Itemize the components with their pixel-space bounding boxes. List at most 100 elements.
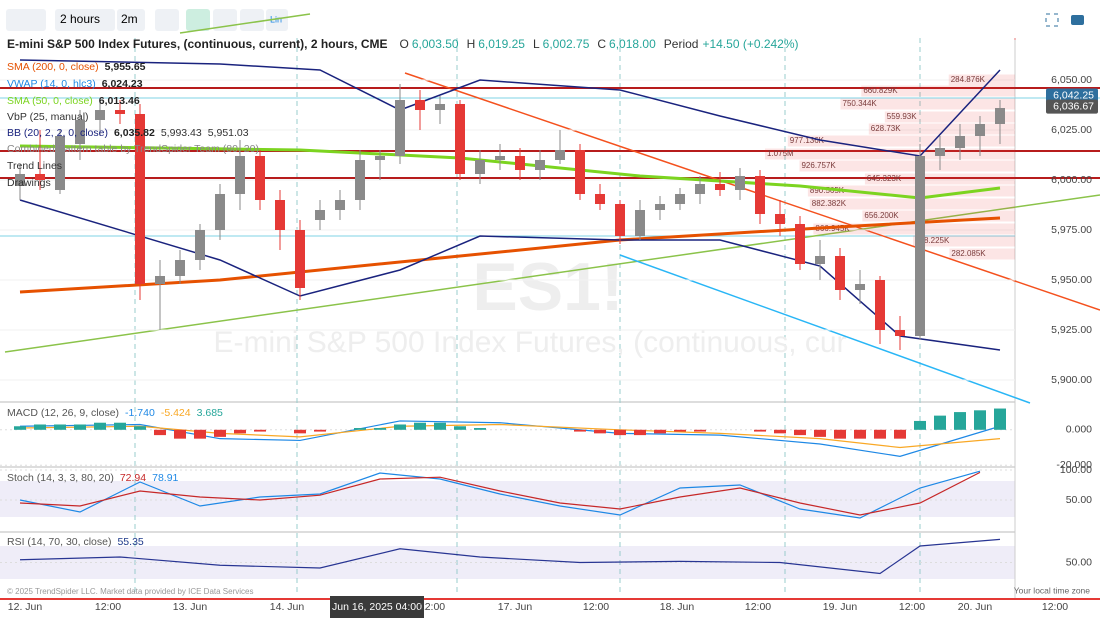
legend-label: Drawings <box>7 177 51 189</box>
macd-bar <box>814 429 826 437</box>
candle-body <box>575 150 585 194</box>
volume-label: 282.085K <box>951 249 986 258</box>
x-tick-label: 12:00 <box>1042 601 1068 613</box>
time-axis-line <box>0 598 1100 600</box>
candle-body <box>35 174 45 180</box>
volume-label: 977.136K <box>790 136 825 145</box>
fullscreen-button[interactable] <box>1045 13 1059 27</box>
x-tick-label: 14. Jun <box>270 601 305 613</box>
ohlc-key: O <box>400 37 409 51</box>
macd-bar <box>914 420 926 430</box>
candle-body <box>235 156 245 194</box>
volume-bar <box>868 123 1015 135</box>
x-tick-label: 20. Jun <box>958 601 993 613</box>
macd-bar <box>854 429 866 439</box>
candle-body <box>375 156 385 160</box>
indicator-line <box>19 420 1001 457</box>
macd-bar <box>974 410 986 430</box>
macd-bar <box>414 422 426 430</box>
chart-type-button[interactable] <box>6 9 46 31</box>
macd-bar <box>434 422 446 430</box>
period-button[interactable] <box>117 9 145 31</box>
crosshair-button[interactable] <box>240 9 264 31</box>
legend-value: 55.35 <box>117 536 143 548</box>
indicator-line <box>19 59 1001 157</box>
y-tick-label: 5,925.00 <box>1051 324 1092 336</box>
candle-body <box>635 210 645 236</box>
y-tick-label: 0.000 <box>1066 424 1092 436</box>
indicator-button[interactable] <box>186 9 210 31</box>
candle-body <box>695 184 705 194</box>
candle-body <box>875 280 885 330</box>
candle-body <box>355 160 365 200</box>
x-tick-label: 12. Jun <box>8 601 43 613</box>
volume-bar <box>840 98 1015 110</box>
ohlc-value: 6,019.25 <box>478 37 525 51</box>
scale-button[interactable] <box>266 9 288 31</box>
y-tick-label: 6,025.00 <box>1051 124 1092 136</box>
x-tick-label: 12:00 <box>745 601 771 613</box>
y-tick-label: 5,950.00 <box>1051 274 1092 286</box>
macd-bar <box>834 429 846 439</box>
price-tag-label: 6,042.25 <box>1053 89 1094 101</box>
candle-body <box>535 160 545 170</box>
indicator-line <box>19 538 1001 575</box>
ohlc-value: 6,003.50 <box>412 37 459 51</box>
candle-body <box>55 136 65 190</box>
indicator-line <box>19 216 1001 294</box>
candle-body <box>135 114 145 284</box>
watermark-symbol: ES1! <box>472 249 623 325</box>
macd-bar <box>994 408 1006 430</box>
candle-body <box>95 110 105 120</box>
candle-body <box>495 156 505 160</box>
y-tick-label: 50.00 <box>1066 556 1092 568</box>
candle-body <box>75 120 85 144</box>
macd-bar <box>654 429 666 434</box>
candle-body <box>175 260 185 276</box>
y-tick-label: 50.00 <box>1066 494 1092 506</box>
legend-value: 6,013.46 <box>99 95 140 107</box>
legend-value: 5,951.03 <box>208 127 249 139</box>
volume-label: 559.93K <box>887 112 917 121</box>
volume-bar <box>884 111 1015 123</box>
settings-button[interactable] <box>155 9 179 31</box>
ohlc-key: C <box>597 37 606 51</box>
candle-body <box>835 256 845 290</box>
macd-bar <box>234 429 246 434</box>
volume-label: 890.565K <box>810 186 845 195</box>
candle-body <box>735 176 745 190</box>
indicator-line <box>19 470 981 519</box>
candle-body <box>215 194 225 230</box>
volume-label: 284.876K <box>951 75 986 84</box>
x-tick-label: 12:00 <box>95 601 121 613</box>
chart-title: E-mini S&P 500 Index Futures, (continuou… <box>7 37 388 51</box>
candle-body <box>315 210 325 220</box>
legend-label: BB (20, 2, 2, 0, close) <box>7 127 108 139</box>
camera-button[interactable] <box>1071 15 1084 25</box>
candle-body <box>195 230 205 260</box>
macd-bar <box>614 429 626 436</box>
macd-bar <box>134 426 146 430</box>
volume-label: 438.225K <box>915 236 950 245</box>
candle-body <box>275 200 285 230</box>
cursor-time-badge <box>330 596 424 618</box>
interval-dropdown[interactable] <box>55 9 115 31</box>
candle-body <box>935 148 945 156</box>
indicator-line <box>19 423 1001 449</box>
volume-bar <box>949 248 1015 260</box>
interval: 2 hours <box>60 12 100 26</box>
macd-bar <box>294 429 306 434</box>
x-tick-label: 13. Jun <box>173 601 208 613</box>
candle-body <box>755 176 765 214</box>
macd-bar <box>374 428 386 430</box>
macd-bar <box>474 428 486 430</box>
x-tick-label: Jun 16, 2025 04:00 <box>332 601 422 613</box>
macd-bar <box>394 424 406 430</box>
legend-label: Combined Pattern table by TrendSpider Te… <box>7 143 259 155</box>
macd-bar <box>694 429 706 432</box>
macd-bar <box>574 429 586 432</box>
candle-body <box>295 230 305 288</box>
macd-bar <box>454 426 466 430</box>
